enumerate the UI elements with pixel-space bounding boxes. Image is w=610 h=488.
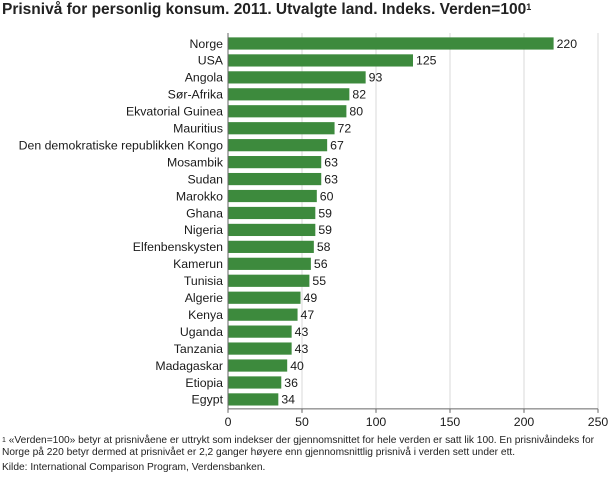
chart-notes: 1 «Verden=100» betyr at prisnivåene er u… [2,435,602,475]
bars [228,37,554,406]
bar [228,139,328,152]
category-label: Madagaskar [155,359,223,373]
category-label: Kamerun [173,257,223,271]
category-label: Elfenbenskysten [133,240,223,254]
x-tick-label: 250 [588,415,609,429]
category-label: Algerie [185,291,223,305]
category-label: Tanzania [174,342,223,356]
bar [228,71,366,84]
bar [228,223,316,237]
data-label: 59 [318,206,332,220]
category-labels: Norge USA Angola Sør-Afrika Ekvatorial Guine… [19,37,224,407]
bar [228,206,316,220]
bar [228,359,288,372]
category-label: Sør-Afrika [168,88,223,102]
data-label: 60 [320,189,334,203]
category-label: Egypt [192,393,224,407]
title-footnote-marker: 1 [526,2,532,12]
footnote-marker: 1 [2,437,6,444]
data-label: 56 [314,257,328,271]
data-label: 34 [281,393,295,407]
bar [228,172,322,186]
bar [228,88,350,101]
bar [228,308,298,321]
bar [228,274,310,287]
data-label: 40 [290,359,304,373]
bar [228,54,413,67]
bar [228,122,335,135]
category-label: Mauritius [173,122,223,136]
category-label: Norge [190,37,224,51]
bar [228,240,314,253]
category-label: Uganda [180,325,223,339]
category-label: Nigeria [184,223,223,237]
category-label: Tunisia [184,274,223,288]
x-tick-label: 200 [514,415,535,429]
data-label: 36 [284,376,298,390]
category-label: Ghana [186,206,223,220]
category-label: Angola [185,71,223,85]
data-label: 58 [317,240,331,254]
x-tick-label: 0 [225,415,232,429]
chart-title: Prisnivå for personlig konsum. 2011. Utv… [2,1,532,18]
bar [228,325,292,338]
x-tick-label: 100 [366,415,387,429]
bar [228,342,292,355]
category-label: Mosambik [167,155,224,169]
data-label: 93 [369,71,383,85]
x-tick-label: 50 [295,415,309,429]
bar [228,257,311,270]
x-tick-label: 150 [440,415,461,429]
bar [228,291,301,304]
category-label: USA [198,54,224,68]
data-label: 43 [295,342,309,356]
bar [228,393,279,406]
data-label: 43 [295,325,309,339]
category-label: Etiopia [185,376,223,390]
bar [228,105,347,118]
data-label: 63 [324,172,338,186]
data-label: 220 [557,37,578,51]
category-label: Ekvatorial Guinea [126,105,223,119]
footnote-text: «Verden=100» betyr at prisnivåene er utt… [2,435,594,459]
bar [228,37,554,50]
bar-chart: Norge USA Angola Sør-Afrika Ekvatorial Guine… [19,33,609,429]
data-label: 55 [312,274,326,288]
bar [228,156,322,169]
data-label: 82 [352,88,366,102]
data-label: 59 [318,223,332,237]
data-label: 80 [349,105,363,119]
source-note: Kilde: International Comparison Program,… [2,462,266,474]
x-axis: 0 50 100 150 200 250 [225,33,609,429]
data-label: 63 [324,155,338,169]
category-label: Marokko [176,189,223,203]
data-label: 49 [304,291,318,305]
bar [228,189,317,203]
data-label: 47 [301,308,315,322]
category-label: Sudan [187,172,223,186]
bar [228,376,282,389]
category-label: Kenya [188,308,223,322]
data-label: 125 [416,54,437,68]
data-label: 67 [330,138,344,152]
category-label: Den demokratiske republikken Kongo [19,138,224,152]
data-label: 72 [338,122,352,136]
footnote: 1 «Verden=100» betyr at prisnivåene er u… [2,435,602,459]
